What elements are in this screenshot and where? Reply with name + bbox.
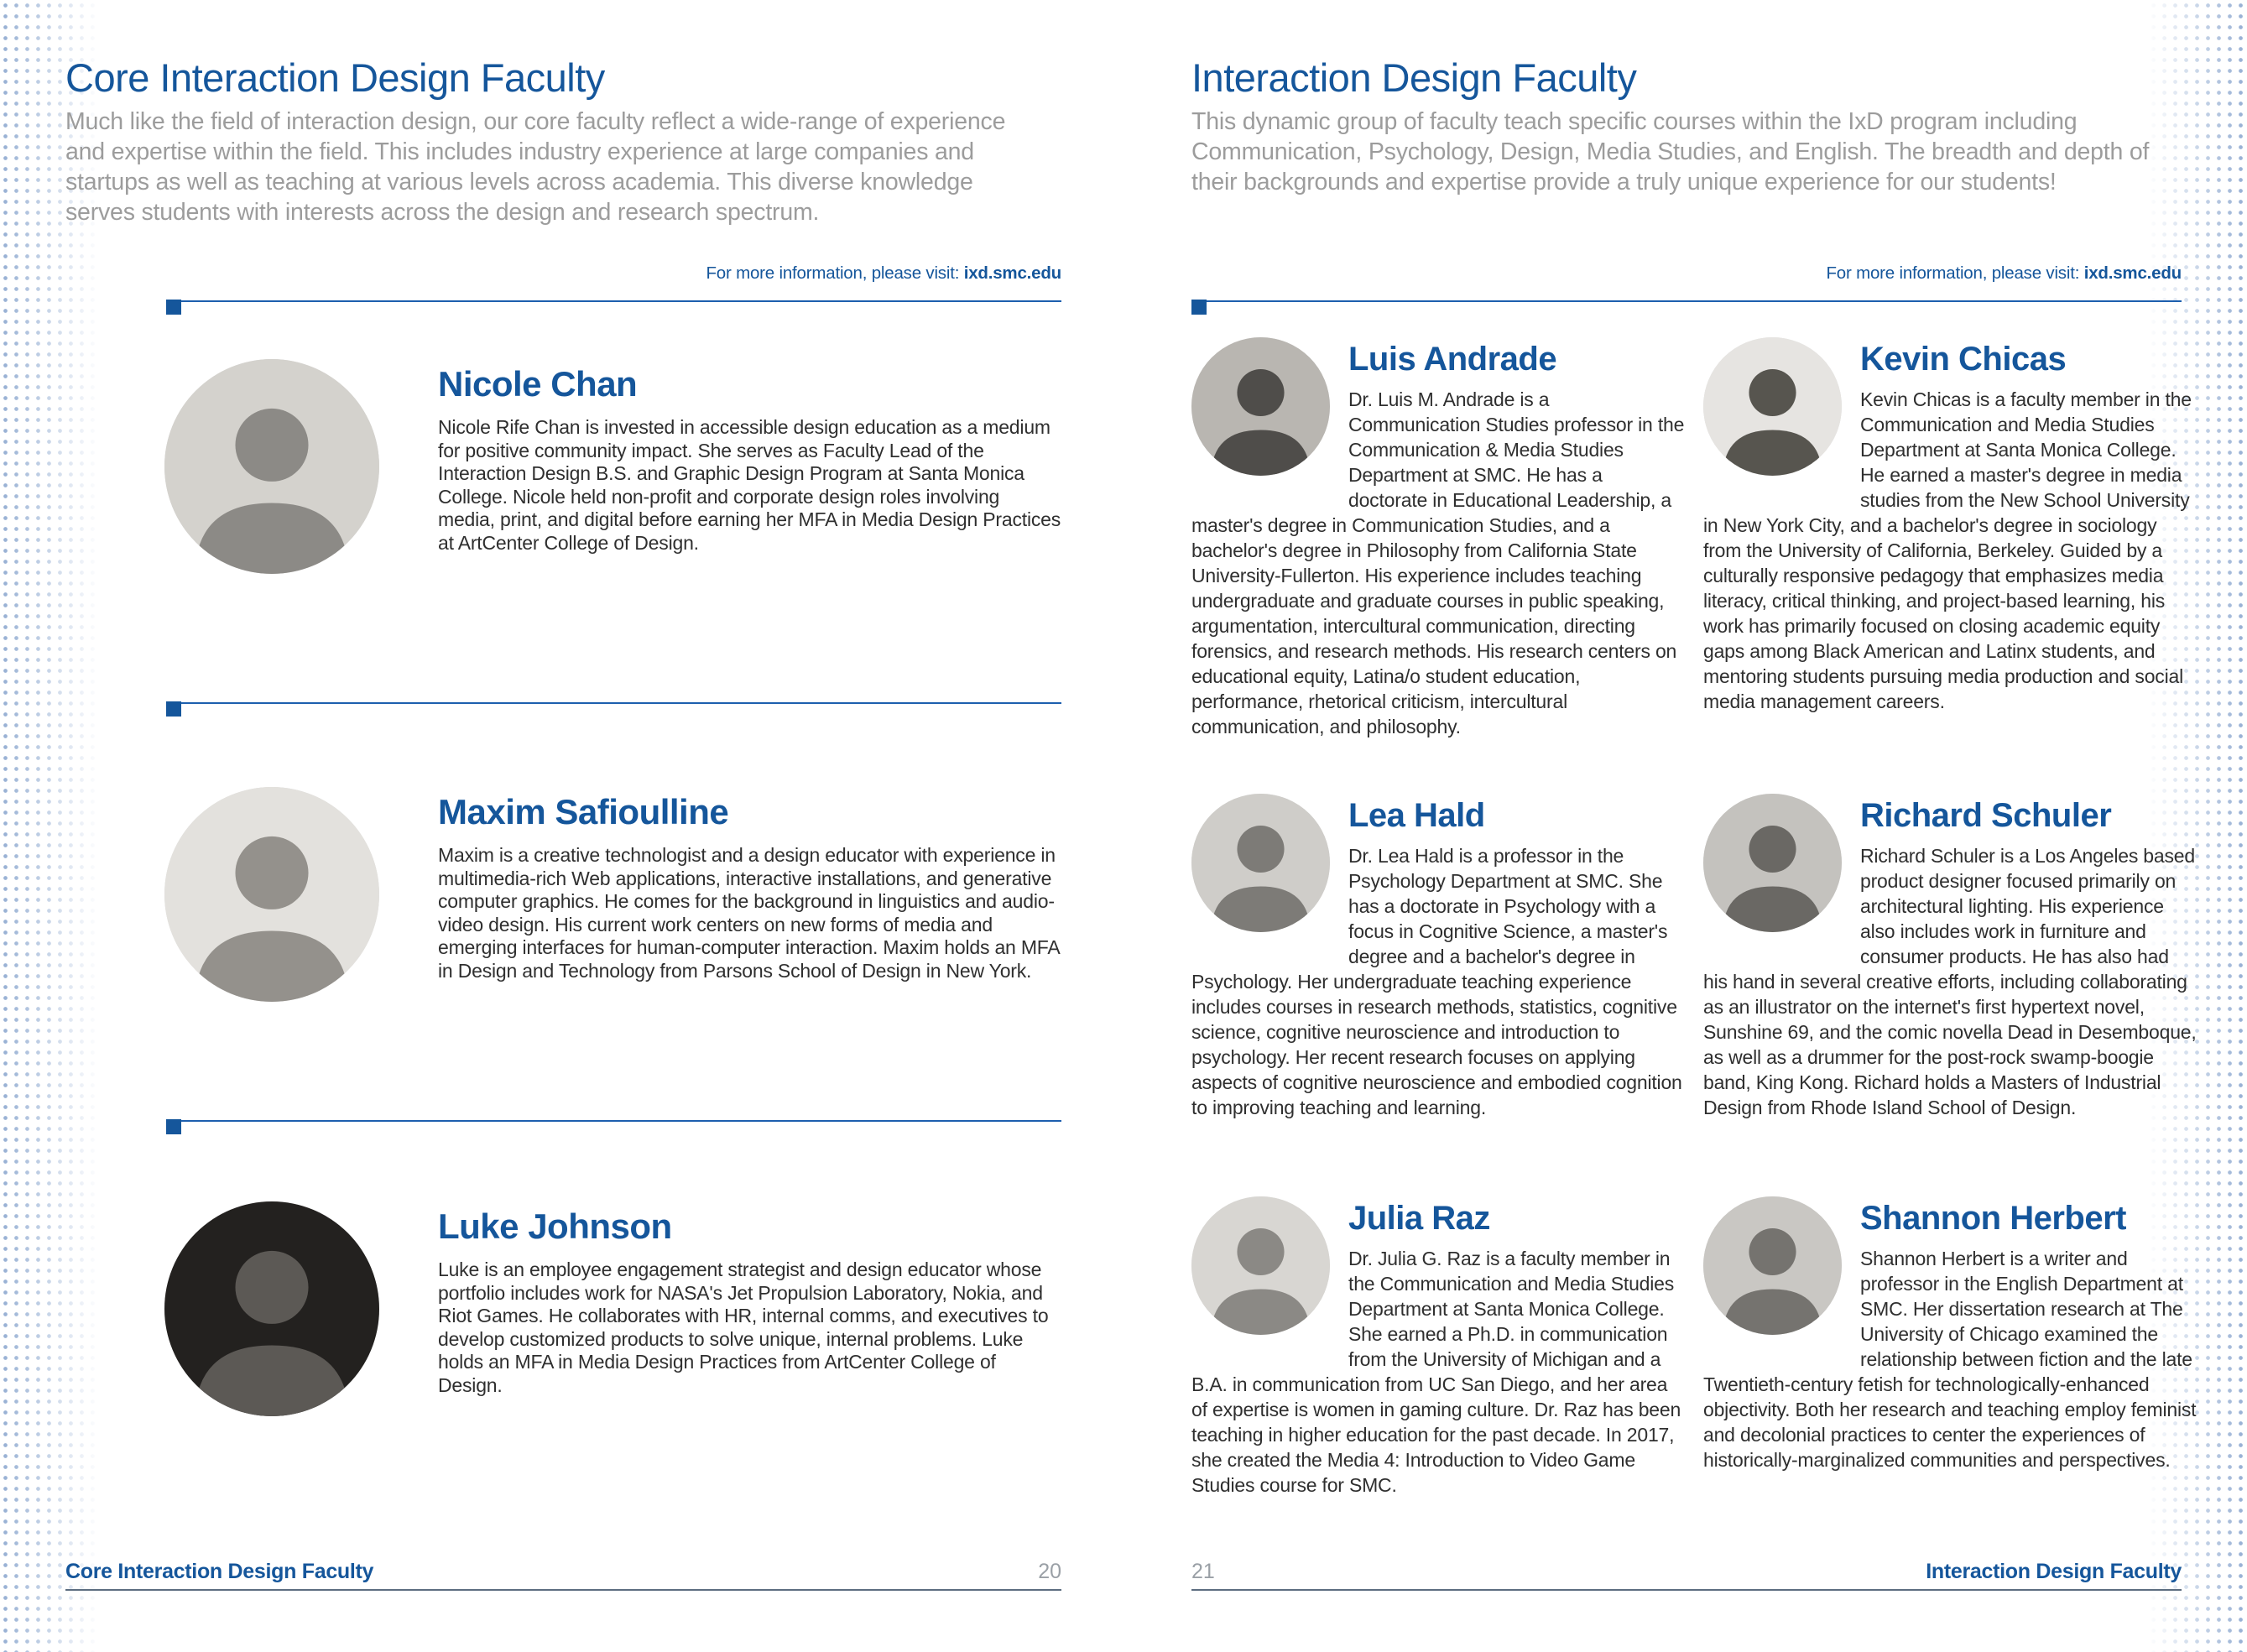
faculty-bio: Nicole Rife Chan is invested in accessib… (438, 416, 1061, 554)
faculty-profile: Julia Raz Dr. Julia G. Raz is a faculty … (1191, 1193, 1685, 1498)
square-bullet-icon (166, 1119, 181, 1134)
faculty-photo (1703, 794, 1842, 932)
faculty-photo (1191, 1196, 1330, 1335)
section-divider (166, 300, 1061, 316)
faculty-profile: Nicole Chan Nicole Rife Chan is invested… (164, 359, 1061, 574)
square-bullet-icon (166, 701, 181, 717)
faculty-bio: Kevin Chicas is a faculty member in the … (1703, 388, 2192, 712)
page-title: Interaction Design Faculty (1191, 55, 1637, 100)
section-divider (1191, 300, 2182, 316)
faculty-photo (1703, 337, 1842, 476)
section-divider (166, 701, 1061, 718)
faculty-name: Lea Hald (1348, 797, 1485, 834)
info-url-link[interactable]: ixd.smc.edu (2083, 263, 2182, 283)
info-url-link[interactable]: ixd.smc.edu (963, 263, 1061, 283)
faculty-profile: Lea Hald Dr. Lea Hald is a professor in … (1191, 790, 1685, 1120)
faculty-bio: Dr. Julia G. Raz is a faculty member in … (1191, 1248, 1681, 1496)
info-line: For more information, please visit: ixd.… (1826, 263, 2182, 284)
faculty-name: Richard Schuler (1860, 797, 2112, 834)
faculty-profile: Kevin Chicas Kevin Chicas is a faculty m… (1703, 334, 2197, 714)
faculty-name: Julia Raz (1348, 1200, 1490, 1237)
section-divider (166, 1119, 1061, 1136)
faculty-name: Shannon Herbert (1860, 1200, 2126, 1237)
faculty-name: Maxim Safioulline (438, 792, 729, 831)
faculty-name: Kevin Chicas (1860, 341, 2067, 378)
faculty-bio: Dr. Lea Hald is a professor in the Psych… (1191, 845, 1682, 1118)
faculty-bio: Richard Schuler is a Los Angeles based p… (1703, 845, 2197, 1118)
faculty-name: Luke Johnson (438, 1206, 672, 1246)
square-bullet-icon (1191, 300, 1207, 315)
footer-section-label: Core Interaction Design Faculty (65, 1560, 374, 1583)
page-right: Interaction Design Faculty This dynamic … (1191, 0, 2197, 1652)
info-prefix: For more information, please visit: (1826, 263, 2084, 283)
faculty-photo (164, 359, 379, 574)
faculty-bio: Shannon Herbert is a writer and professo… (1703, 1248, 2197, 1471)
faculty-photo (1703, 1196, 1842, 1335)
faculty-bio: Maxim is a creative technologist and a d… (438, 844, 1060, 982)
faculty-profile: Luis Andrade Dr. Luis M. Andrade is a Co… (1191, 334, 1685, 739)
page-intro: This dynamic group of faculty teach spec… (1191, 108, 2150, 196)
divider-line (1207, 300, 2182, 302)
divider-line (181, 702, 1061, 704)
page-footer: Core Interaction Design Faculty 20 (65, 1549, 1061, 1591)
info-prefix: For more information, please visit: (706, 263, 964, 283)
faculty-photo (164, 787, 379, 1002)
faculty-text: Luke Johnson Luke is an employee engagem… (438, 1201, 1061, 1397)
page-footer: 21 Interaction Design Faculty (1191, 1549, 2182, 1591)
faculty-photo (1191, 337, 1330, 476)
page-number: 20 (1038, 1560, 1061, 1583)
page-title: Core Interaction Design Faculty (65, 55, 605, 100)
faculty-photo (164, 1201, 379, 1416)
footer-section-label: Interaction Design Faculty (1926, 1560, 2182, 1583)
divider-line (181, 1120, 1061, 1122)
square-bullet-icon (166, 300, 181, 315)
faculty-bio: Luke is an employee engagement strategis… (438, 1259, 1049, 1396)
faculty-profile: Shannon Herbert Shannon Herbert is a wri… (1703, 1193, 2197, 1472)
faculty-profile: Maxim Safioulline Maxim is a creative te… (164, 787, 1061, 1002)
page-right-header: Interaction Design Faculty This dynamic … (1191, 57, 2182, 197)
faculty-photo (1191, 794, 1330, 932)
info-line: For more information, please visit: ixd.… (706, 263, 1061, 284)
halftone-dots-right (2148, 0, 2247, 1652)
faculty-profile: Richard Schuler Richard Schuler is a Los… (1703, 790, 2197, 1120)
page-left: Core Interaction Design Faculty Much lik… (65, 0, 1061, 1652)
halftone-dots-left (0, 0, 99, 1652)
faculty-text: Maxim Safioulline Maxim is a creative te… (438, 787, 1061, 982)
faculty-name: Nicole Chan (438, 364, 638, 404)
faculty-text: Nicole Chan Nicole Rife Chan is invested… (438, 359, 1061, 555)
faculty-bio: Dr. Luis M. Andrade is a Communication S… (1191, 388, 1685, 737)
faculty-profile: Luke Johnson Luke is an employee engagem… (164, 1201, 1061, 1416)
page-number: 21 (1191, 1560, 1215, 1583)
divider-line (181, 300, 1061, 302)
page-intro: Much like the field of interaction desig… (65, 108, 1006, 227)
page-left-header: Core Interaction Design Faculty Much lik… (65, 57, 1061, 227)
faculty-name: Luis Andrade (1348, 341, 1557, 378)
